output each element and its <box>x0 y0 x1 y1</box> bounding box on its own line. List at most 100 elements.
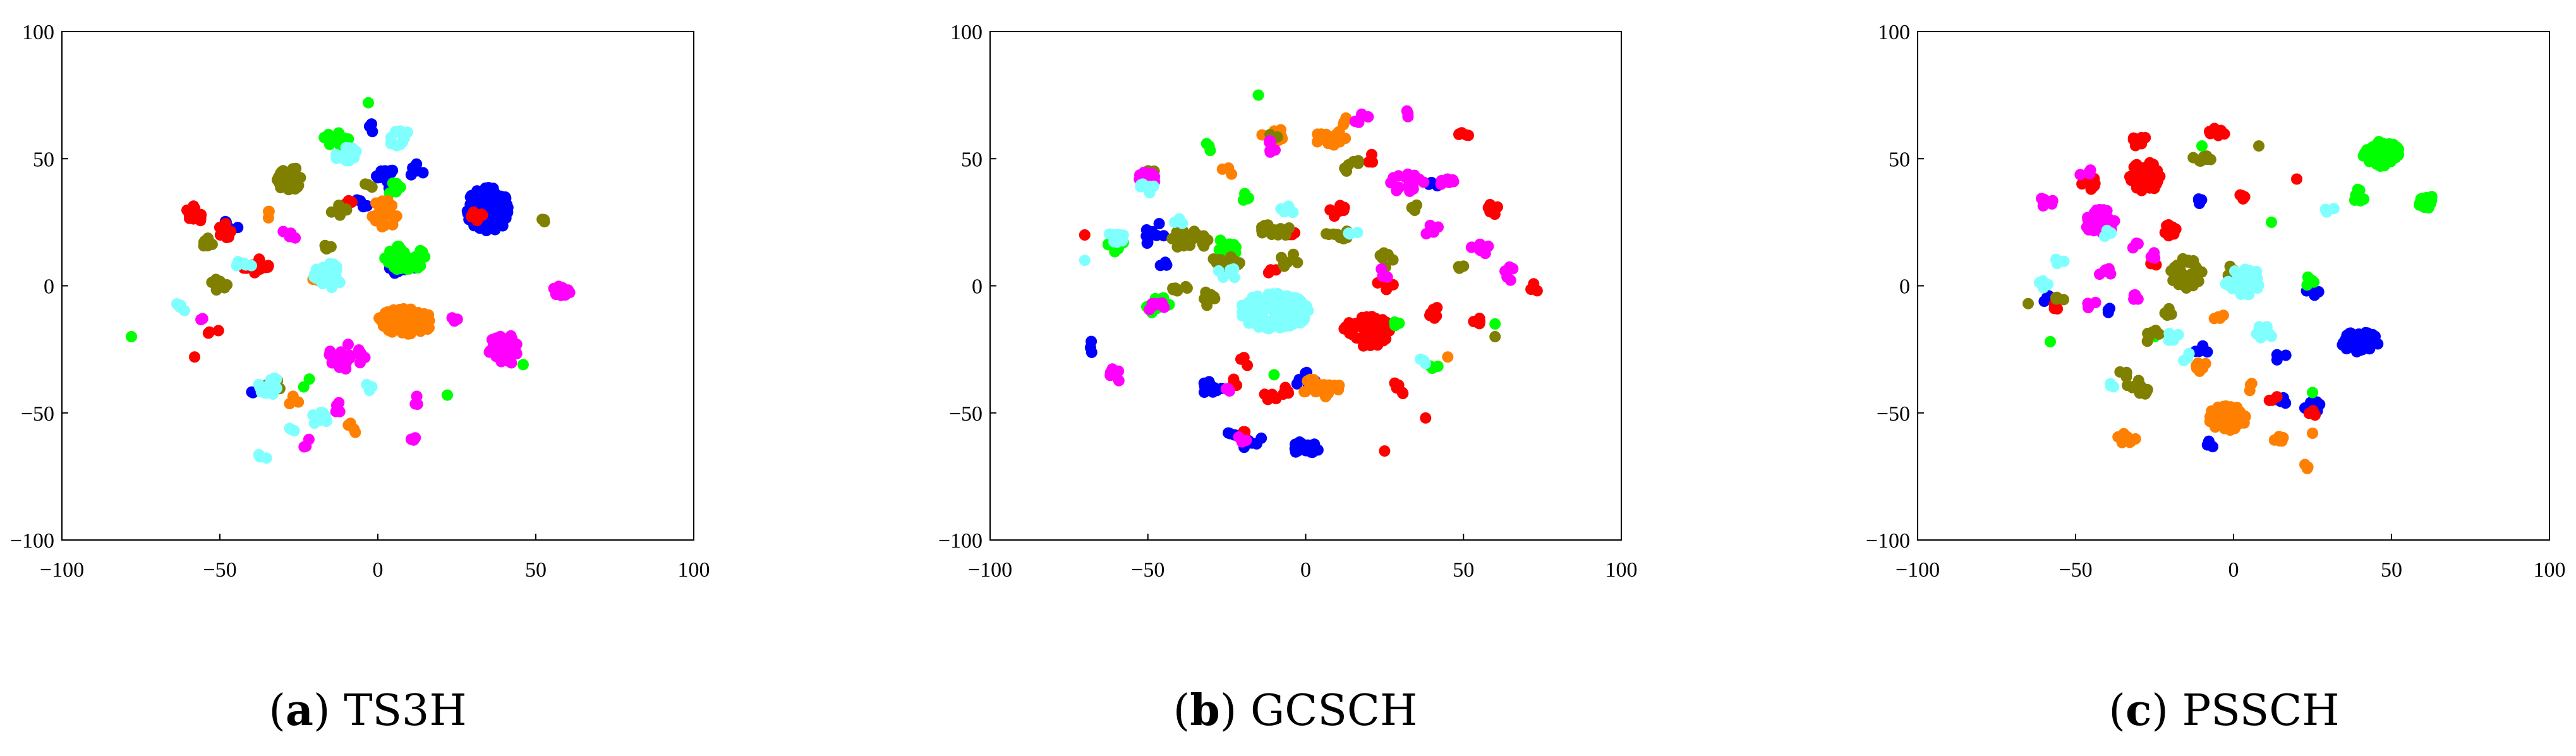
data-point <box>300 440 312 452</box>
data-point <box>1276 251 1287 263</box>
data-point <box>2206 405 2218 417</box>
data-point <box>2244 379 2256 391</box>
data-point <box>2127 132 2139 144</box>
data-point <box>1525 284 1537 295</box>
data-point <box>1276 291 1288 303</box>
data-point <box>1255 432 1267 444</box>
data-point <box>1309 438 1321 450</box>
data-point <box>1283 222 1295 234</box>
x-tick-label: 50 <box>2381 558 2402 582</box>
data-point <box>2303 407 2315 419</box>
data-point <box>1169 216 1181 228</box>
data-point <box>1328 210 1340 222</box>
data-point <box>126 331 137 342</box>
data-point <box>1442 351 1454 363</box>
series-2 <box>2048 123 2321 421</box>
y-tick-label: 100 <box>1878 21 1910 44</box>
caption-b: (b) GCSCH <box>1173 685 1418 736</box>
data-point <box>1289 296 1301 308</box>
data-point <box>2203 435 2215 447</box>
data-point <box>1479 248 1491 260</box>
y-tick-label: 50 <box>33 148 54 171</box>
data-point <box>1343 227 1355 239</box>
y-tick-label: 0 <box>1899 275 1910 299</box>
data-point <box>2301 462 2313 474</box>
data-point <box>1113 375 1125 387</box>
data-point <box>1255 310 1267 322</box>
data-point <box>2023 297 2034 309</box>
data-point <box>333 397 345 409</box>
data-point <box>466 211 478 223</box>
data-point <box>1291 256 1303 268</box>
data-point <box>303 373 315 385</box>
data-point <box>186 205 198 217</box>
data-point <box>2167 275 2179 286</box>
y-tick-label: −100 <box>1866 529 1910 553</box>
data-point <box>538 213 550 225</box>
data-point <box>1377 314 1389 326</box>
data-point <box>2352 183 2364 195</box>
caption-c: (c) PSSCH <box>2108 685 2340 736</box>
data-point <box>2251 265 2263 277</box>
x-tick-label: −50 <box>2059 558 2092 582</box>
data-point <box>1342 323 1354 335</box>
data-point <box>380 209 392 221</box>
y-tick-label: −100 <box>938 529 983 553</box>
data-point <box>1104 228 1116 240</box>
data-point <box>342 339 354 351</box>
data-point <box>1182 230 1194 242</box>
data-point <box>2172 266 2184 278</box>
caption-a: (a) TS3H <box>269 685 467 736</box>
data-point <box>2116 436 2128 448</box>
data-point <box>517 359 529 371</box>
data-point <box>2038 196 2050 208</box>
data-point <box>1362 111 1374 123</box>
data-point <box>2148 247 2160 259</box>
data-point <box>318 131 330 143</box>
data-point <box>1287 207 1299 219</box>
data-point <box>310 267 322 279</box>
data-point <box>1271 306 1283 318</box>
data-point <box>1400 171 1412 183</box>
data-point <box>2105 378 2117 390</box>
x-tick-label: 0 <box>2228 558 2239 582</box>
x-tick-label: 100 <box>2534 558 2566 582</box>
series-7 <box>1079 178 1431 369</box>
data-point <box>2086 212 2098 224</box>
caption-c-label: c <box>2125 685 2152 736</box>
data-point <box>2128 161 2140 173</box>
data-point <box>1472 317 1484 329</box>
data-point <box>285 230 296 242</box>
data-point <box>344 417 356 429</box>
data-point <box>382 195 394 207</box>
data-point <box>1116 235 1128 247</box>
points-ts3h <box>126 97 576 464</box>
data-point <box>366 126 378 138</box>
data-point <box>319 239 331 251</box>
data-point <box>384 324 396 336</box>
data-point <box>1242 359 1254 371</box>
data-point <box>1429 312 1441 324</box>
y-tick-label: 100 <box>950 21 983 44</box>
data-point <box>353 344 365 356</box>
data-point <box>2218 400 2229 412</box>
data-point <box>1228 263 1240 275</box>
y-tick-label: 100 <box>22 21 54 44</box>
data-point <box>495 216 507 228</box>
x-tick-label: −100 <box>968 558 1012 582</box>
data-point <box>1171 241 1183 253</box>
scatter-panel-ts3h: −100 −50 0 50 100 −100 −50 0 50 100 <box>10 21 710 582</box>
data-point <box>394 125 406 137</box>
data-point <box>405 303 417 315</box>
data-point <box>1348 155 1360 167</box>
series-6 <box>2036 164 2161 313</box>
data-point <box>2198 151 2210 163</box>
y-tick-label: 0 <box>44 275 54 299</box>
data-point <box>1148 229 1160 241</box>
data-point <box>1153 218 1165 230</box>
data-point <box>1147 181 1159 192</box>
data-point <box>341 204 353 216</box>
data-point <box>2301 279 2313 291</box>
y-tick-label: 50 <box>961 148 983 171</box>
series-6 <box>195 225 576 453</box>
